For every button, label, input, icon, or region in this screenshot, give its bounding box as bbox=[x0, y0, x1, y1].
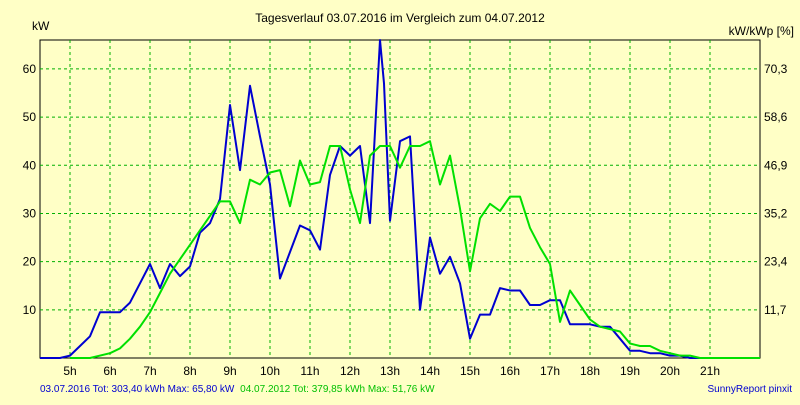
y-tick-label-right: 58,6 bbox=[764, 110, 788, 124]
y-tick-label-right: 70,3 bbox=[764, 62, 788, 76]
series-line-04-07-2012 bbox=[70, 140, 760, 359]
x-tick-label: 5h bbox=[63, 364, 76, 378]
x-tick-label: 11h bbox=[300, 364, 319, 378]
x-tick-label: 8h bbox=[183, 364, 196, 378]
y-tick-label-left: 10 bbox=[23, 303, 37, 317]
x-tick-label: 21h bbox=[700, 364, 720, 378]
y-tick-label-left: 60 bbox=[23, 62, 37, 76]
footer-series-2012: 04.07.2012 Tot: 379,85 kWh Max: 51,76 kW bbox=[240, 384, 435, 395]
plot-area bbox=[39, 39, 761, 359]
x-tick-label: 17h bbox=[540, 364, 560, 378]
y-tick-label-right: 23,4 bbox=[764, 255, 788, 269]
x-tick-label: 12h bbox=[340, 364, 360, 378]
x-tick-label: 9h bbox=[223, 364, 236, 378]
y-tick-label-right: 35,2 bbox=[764, 206, 788, 220]
y-tick-label-left: 20 bbox=[23, 255, 37, 269]
chart-title: Tagesverlauf 03.07.2016 im Vergleich zum… bbox=[255, 11, 545, 25]
x-tick-label: 6h bbox=[103, 364, 116, 378]
x-tick-label: 18h bbox=[580, 364, 600, 378]
y-tick-label-left: 40 bbox=[23, 158, 37, 172]
y-axis-right-label: kW/kWp [%] bbox=[729, 24, 794, 38]
footer-credit: SunnyReport pinxit bbox=[708, 384, 793, 395]
x-tick-label: 16h bbox=[500, 364, 520, 378]
x-tick-label: 19h bbox=[620, 364, 640, 378]
y-tick-label-left: 30 bbox=[23, 206, 37, 220]
x-tick-label: 20h bbox=[660, 364, 680, 378]
series-line-03-07-2016 bbox=[40, 39, 760, 359]
y-tick-label-right: 11,7 bbox=[764, 303, 787, 317]
x-tick-label: 15h bbox=[460, 364, 480, 378]
x-tick-label: 13h bbox=[380, 364, 400, 378]
grid bbox=[40, 40, 760, 358]
footer-summary: 03.07.2016 Tot: 303,40 kWh Max: 65,80 kW… bbox=[40, 384, 435, 395]
y-tick-label-left: 50 bbox=[23, 110, 37, 124]
series-lines bbox=[40, 39, 760, 359]
y-axis-left-label: kW bbox=[32, 19, 50, 33]
x-tick-label: 7h bbox=[143, 364, 156, 378]
footer-series-2016: 03.07.2016 Tot: 303,40 kWh Max: 65,80 kW bbox=[40, 384, 235, 395]
x-tick-label: 10h bbox=[260, 364, 280, 378]
y-tick-label-right: 46,9 bbox=[764, 158, 788, 172]
tick-labels: 5h 6h 7h 8h 9h 10h 11h 12h 13h 14h 15h 16h 17h 18h 19h… bbox=[23, 62, 788, 378]
x-tick-label: 14h bbox=[420, 364, 440, 378]
